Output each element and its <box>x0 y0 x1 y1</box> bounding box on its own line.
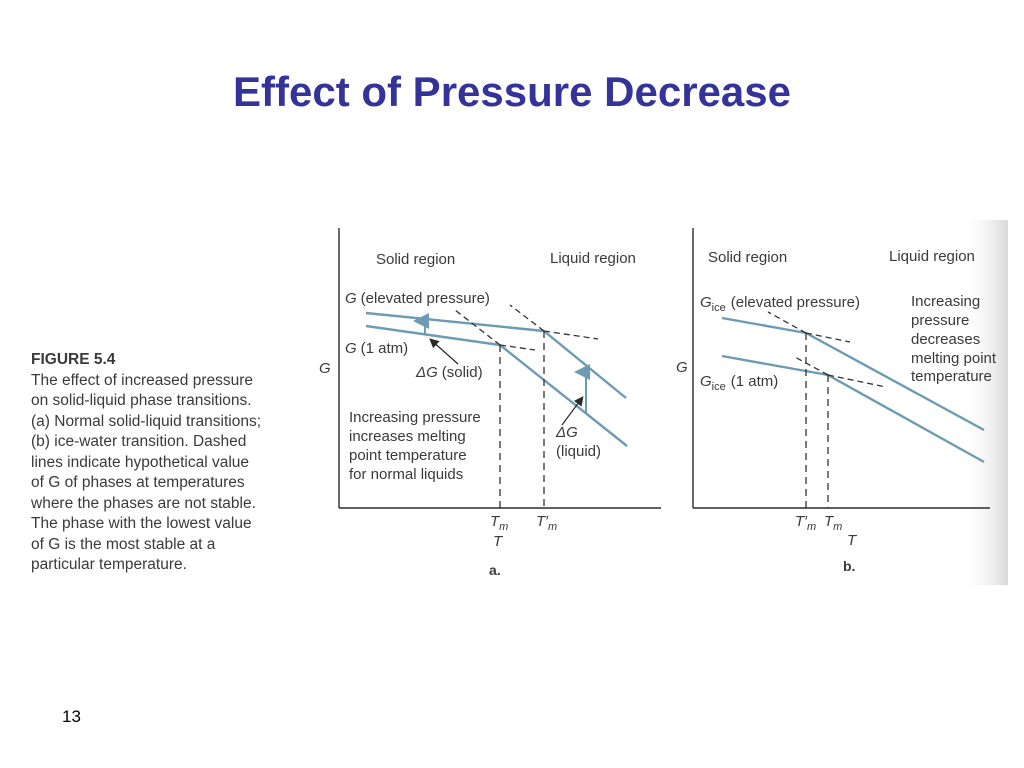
caption-line: The effect of increased pressure <box>31 371 254 389</box>
panel-a-note-line: Increasing pressure <box>349 409 481 426</box>
figure-caption: FIGURE 5.4 The effect of increased press… <box>31 350 301 576</box>
caption-line: lines indicate hypothetical value <box>31 453 249 471</box>
caption-line: where the phases are not stable. <box>31 494 256 512</box>
panel-a-solid-1atm-curve <box>365 324 501 347</box>
caption-line: (b) ice-water transition. Dashed <box>31 433 247 450</box>
page-number: 13 <box>62 707 81 726</box>
panel-a-note-line: increases melting <box>349 428 466 445</box>
panel-b-y-axis-label: G <box>676 359 688 376</box>
caption-line: (a) Normal solid-liquid transitions; <box>31 412 261 430</box>
panel-b-note-line: temperature <box>911 368 992 385</box>
figure-label: FIGURE 5.4 <box>31 351 116 368</box>
panel-b-tm-prime-label: T′m <box>795 513 816 533</box>
panel-a-x-axis-label: T <box>493 533 504 550</box>
panel-a-tm-prime-label: T′m <box>536 513 557 533</box>
panel-a-note-line: point temperature <box>349 447 467 464</box>
panel-a-elevated-label: G (elevated pressure) <box>345 290 490 307</box>
panel-b-ice-1atm-curve <box>721 354 829 377</box>
panel-a-panel-label: a. <box>489 562 501 578</box>
panel-a-solid-elevated-curve <box>365 311 545 333</box>
caption-line: on solid-liquid phase transitions. <box>31 392 252 409</box>
panel-b-dashed-ice-elevated-extension <box>805 332 851 343</box>
panel-b-note-line: pressure <box>911 312 969 329</box>
panel-a-solid-region: Solid region <box>376 251 455 268</box>
panel-a-liquid-pointer <box>561 396 584 426</box>
panel-b-note-line: Increasing <box>911 293 980 310</box>
panel-b-ice-elevated-curve <box>721 316 807 335</box>
panel-b-liquid-upper-curve <box>805 331 985 432</box>
panel-b-liquid-lower-curve <box>827 373 985 464</box>
panel-b-dashed-liquid-upper-extension <box>767 311 807 334</box>
panel-b-dashed-liquid-lower-extension <box>794 356 829 376</box>
panel-a-delta-g-solid-label: ΔG (solid) <box>415 364 483 381</box>
panel-b-note-line: decreases <box>911 331 980 348</box>
panel-b-note-line: melting point <box>911 350 997 367</box>
panel-a-liquid-region: Liquid region <box>550 250 636 267</box>
panel-a-dashed-solid-1atm-extension <box>499 344 536 351</box>
caption-line: The phase with the lowest value <box>31 515 252 532</box>
panel-b-panel-label: b. <box>843 558 855 574</box>
panel-b-liquid-region: Liquid region <box>889 248 975 265</box>
panel-b: Solid region Liquid region G Gice (elevat… <box>676 228 997 574</box>
panel-b-tm-label: Tm <box>824 513 842 533</box>
panel-a-liquid-1atm-curve <box>499 344 628 447</box>
panel-a-delta-g-liquid-label: (liquid) <box>556 443 601 460</box>
panel-b-elevated-label: Gice (elevated pressure) <box>700 294 860 314</box>
caption-line: of G of phases at temperatures <box>31 474 245 491</box>
panel-a-solid-pointer <box>429 338 459 365</box>
caption-line: of G is the most stable at a <box>31 535 216 553</box>
panel-b-solid-region: Solid region <box>708 249 787 266</box>
panel-a-dashed-solid-extension <box>543 330 599 340</box>
panel-a-note-line: for normal liquids <box>349 466 463 483</box>
panel-a-1atm-label: G (1 atm) <box>345 340 408 357</box>
panel-a-tm-label: Tm <box>490 513 508 533</box>
panel-a-dashed-liquid-elevated-extension <box>509 304 545 332</box>
panel-a-y-axis-label: G <box>319 360 331 377</box>
caption-line: particular temperature. <box>31 556 187 573</box>
panel-a: Solid region Liquid region G G (elevated … <box>319 228 661 578</box>
page-edge-shading <box>960 220 1008 585</box>
panel-b-x-axis-label: T <box>847 532 858 549</box>
slide-title: Effect of Pressure Decrease <box>233 68 791 115</box>
panel-a-delta-g-liquid-prefix: ΔG <box>555 424 578 441</box>
panel-b-1atm-label: Gice (1 atm) <box>700 373 778 393</box>
